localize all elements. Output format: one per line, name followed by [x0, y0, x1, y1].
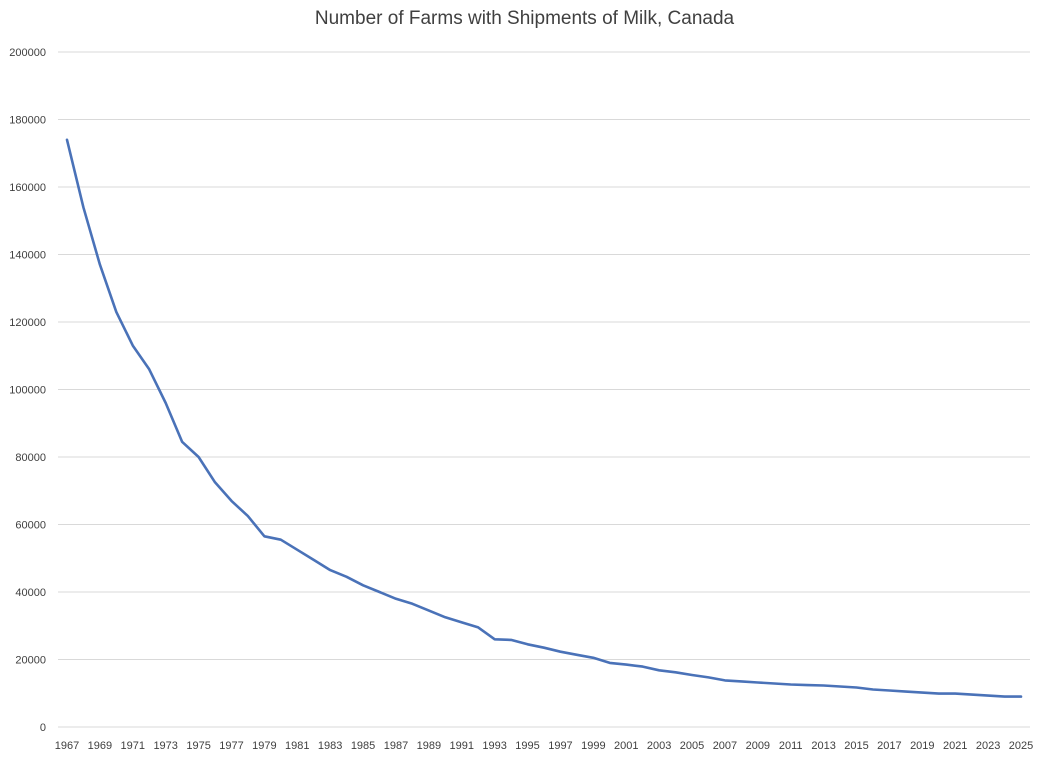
x-tick-label: 1997 — [548, 740, 572, 752]
x-tick-label: 2003 — [647, 740, 671, 752]
x-tick-label: 1985 — [351, 740, 375, 752]
x-tick-label: 2017 — [877, 740, 901, 752]
x-tick-label: 2021 — [943, 740, 967, 752]
x-tick-label: 1979 — [252, 740, 276, 752]
x-tick-label: 1991 — [450, 740, 474, 752]
y-tick-label: 140000 — [9, 250, 46, 262]
x-tick-label: 2025 — [1009, 740, 1033, 752]
x-tick-label: 1973 — [153, 740, 177, 752]
x-tick-label: 2023 — [976, 740, 1000, 752]
y-tick-label: 80000 — [15, 452, 46, 464]
x-tick-label: 2015 — [844, 740, 868, 752]
x-tick-label: 1993 — [482, 740, 506, 752]
y-tick-label: 120000 — [9, 317, 46, 329]
x-tick-label: 2007 — [713, 740, 737, 752]
y-tick-label: 60000 — [15, 520, 46, 532]
x-tick-label: 1987 — [384, 740, 408, 752]
x-tick-label: 1999 — [581, 740, 605, 752]
y-tick-label: 100000 — [9, 385, 46, 397]
chart-title: Number of Farms with Shipments of Milk, … — [314, 8, 735, 29]
x-tick-label: 2011 — [779, 740, 803, 752]
x-tick-label: 1981 — [285, 740, 309, 752]
y-tick-label: 20000 — [15, 655, 46, 667]
y-tick-label: 200000 — [9, 47, 46, 59]
y-tick-label: 0 — [40, 722, 46, 734]
x-tick-label: 1989 — [417, 740, 441, 752]
x-tick-label: 1977 — [219, 740, 243, 752]
x-tick-label: 2009 — [746, 740, 770, 752]
y-tick-label: 160000 — [9, 182, 46, 194]
series-line-0 — [65, 138, 1023, 698]
x-tick-label: 1975 — [186, 740, 210, 752]
x-tick-label: 1969 — [88, 740, 112, 752]
y-tick-label: 40000 — [15, 587, 46, 599]
x-tick-label: 2001 — [614, 740, 638, 752]
y-tick-label: 180000 — [9, 115, 46, 127]
x-tick-label: 1995 — [515, 740, 539, 752]
x-tick-label: 1983 — [318, 740, 342, 752]
x-tick-label: 2019 — [910, 740, 934, 752]
x-tick-label: 2013 — [811, 740, 835, 752]
x-tick-label: 1967 — [55, 740, 79, 752]
x-tick-label: 2005 — [680, 740, 704, 752]
x-tick-label: 1971 — [121, 740, 145, 752]
